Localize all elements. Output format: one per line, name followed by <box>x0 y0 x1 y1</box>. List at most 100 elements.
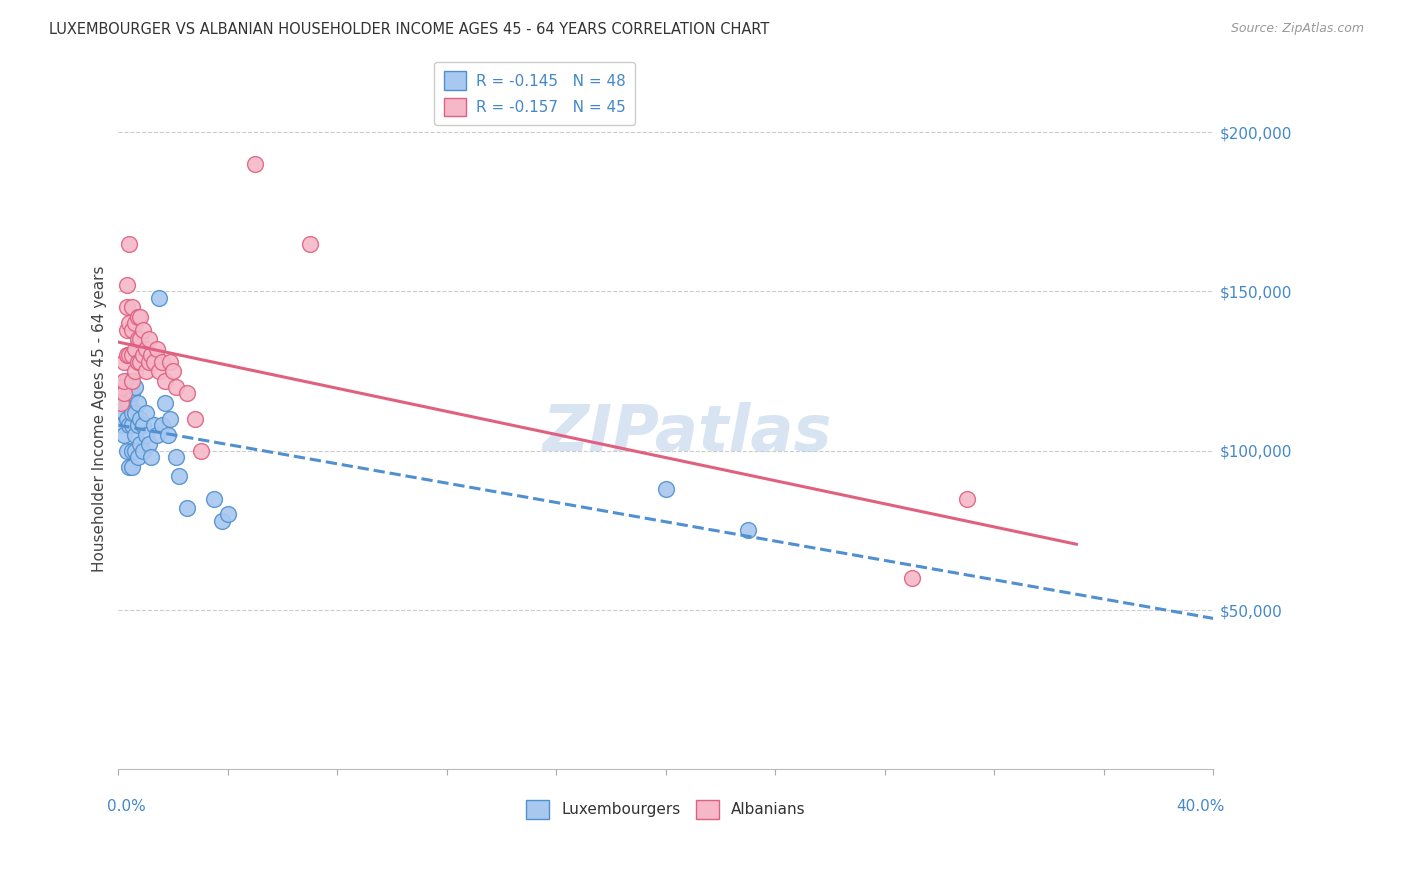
Point <box>143 418 166 433</box>
Point <box>127 450 149 464</box>
Point <box>115 301 138 315</box>
Point <box>118 317 141 331</box>
Point <box>112 386 135 401</box>
Point <box>115 443 138 458</box>
Point <box>118 459 141 474</box>
Point <box>121 418 143 433</box>
Point <box>124 405 146 419</box>
Point <box>129 437 152 451</box>
Point <box>156 427 179 442</box>
Point <box>901 571 924 585</box>
Text: 40.0%: 40.0% <box>1175 799 1225 814</box>
Point <box>141 348 163 362</box>
Point <box>176 501 198 516</box>
Point <box>115 396 138 410</box>
Point <box>162 364 184 378</box>
Point <box>121 323 143 337</box>
Point <box>655 482 678 496</box>
Point <box>121 459 143 474</box>
Point <box>138 332 160 346</box>
Text: Source: ZipAtlas.com: Source: ZipAtlas.com <box>1230 22 1364 36</box>
Point <box>132 348 155 362</box>
Point <box>245 157 267 171</box>
Point <box>112 386 135 401</box>
Point <box>127 354 149 368</box>
Point <box>112 374 135 388</box>
Point <box>115 323 138 337</box>
Point <box>299 236 322 251</box>
Point <box>129 332 152 346</box>
Point <box>115 278 138 293</box>
Point <box>129 412 152 426</box>
Point <box>956 491 979 506</box>
Point <box>121 405 143 419</box>
Point <box>148 364 170 378</box>
Point <box>121 374 143 388</box>
Point <box>138 437 160 451</box>
Point <box>202 491 225 506</box>
Point <box>121 301 143 315</box>
Point <box>115 412 138 426</box>
Point <box>211 514 233 528</box>
Point <box>127 310 149 324</box>
Point <box>127 418 149 433</box>
Point <box>159 412 181 426</box>
Point <box>121 348 143 362</box>
Point <box>184 412 207 426</box>
Point <box>135 427 157 442</box>
Point <box>165 380 187 394</box>
Point <box>145 427 167 442</box>
Point <box>153 396 176 410</box>
Point <box>150 418 173 433</box>
Point <box>135 405 157 419</box>
Point <box>217 508 239 522</box>
Point <box>110 396 132 410</box>
Y-axis label: Householder Income Ages 45 - 64 years: Householder Income Ages 45 - 64 years <box>93 266 107 572</box>
Point <box>118 236 141 251</box>
Point <box>121 443 143 458</box>
Point <box>132 443 155 458</box>
Point <box>115 348 138 362</box>
Point <box>127 396 149 410</box>
Point <box>124 380 146 394</box>
Point <box>115 374 138 388</box>
Point <box>124 317 146 331</box>
Point <box>110 418 132 433</box>
Legend: Luxembourgers, Albanians: Luxembourgers, Albanians <box>520 794 811 825</box>
Point <box>737 524 759 538</box>
Point <box>141 450 163 464</box>
Point <box>112 354 135 368</box>
Point <box>148 291 170 305</box>
Point <box>124 427 146 442</box>
Point <box>121 386 143 401</box>
Point <box>129 354 152 368</box>
Point <box>135 364 157 378</box>
Point <box>132 418 155 433</box>
Point <box>159 354 181 368</box>
Point <box>112 405 135 419</box>
Point <box>145 342 167 356</box>
Point <box>124 364 146 378</box>
Point <box>118 396 141 410</box>
Point <box>132 323 155 337</box>
Point <box>124 342 146 356</box>
Point <box>165 450 187 464</box>
Point <box>124 443 146 458</box>
Point <box>118 418 141 433</box>
Point <box>110 396 132 410</box>
Point <box>110 380 132 394</box>
Text: LUXEMBOURGER VS ALBANIAN HOUSEHOLDER INCOME AGES 45 - 64 YEARS CORRELATION CHART: LUXEMBOURGER VS ALBANIAN HOUSEHOLDER INC… <box>49 22 769 37</box>
Point <box>153 374 176 388</box>
Point <box>167 469 190 483</box>
Point <box>150 354 173 368</box>
Point <box>190 443 212 458</box>
Point <box>138 354 160 368</box>
Text: 0.0%: 0.0% <box>107 799 146 814</box>
Point <box>176 386 198 401</box>
Point <box>118 380 141 394</box>
Point <box>118 348 141 362</box>
Point <box>143 354 166 368</box>
Point <box>129 310 152 324</box>
Text: ZIPatlas: ZIPatlas <box>543 402 832 464</box>
Point <box>135 342 157 356</box>
